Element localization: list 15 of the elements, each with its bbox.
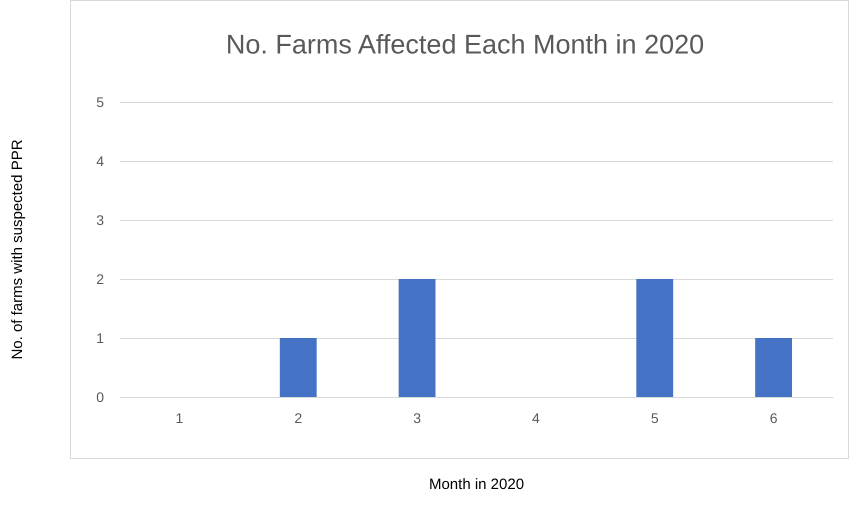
x-tick-label: 4 (532, 410, 540, 426)
y-tick-label: 1 (96, 330, 104, 346)
x-tick-label: 2 (294, 410, 302, 426)
x-tick-label: 3 (413, 410, 422, 426)
y-tick-label: 5 (96, 94, 104, 110)
y-tick-label: 2 (96, 271, 104, 287)
y-tick-label: 3 (96, 212, 104, 228)
x-tick-label: 5 (650, 410, 659, 426)
x-tick-label: 6 (770, 410, 778, 426)
y-tick-label: 4 (96, 153, 104, 169)
y-tick-label: 0 (96, 389, 104, 405)
chart-title: No. Farms Affected Each Month in 2020 (226, 30, 704, 60)
x-tick-label: 1 (176, 410, 184, 426)
x-axis-title: Month in 2020 (428, 476, 524, 493)
y-axis-title: No. of farms with suspected PPR (9, 139, 26, 360)
